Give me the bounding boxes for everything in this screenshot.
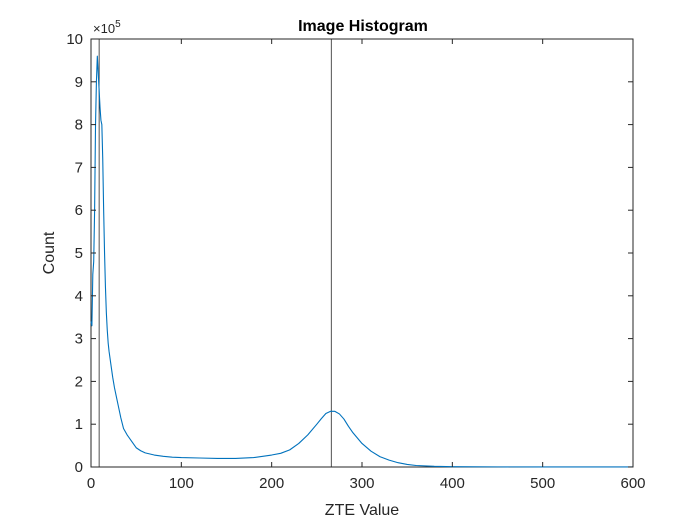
y-tick-label: 6 xyxy=(75,202,83,219)
x-tick-label: 0 xyxy=(87,475,95,492)
y-tick-label: 3 xyxy=(75,331,83,348)
x-tick-label: 100 xyxy=(169,475,194,492)
x-axis-label: ZTE Value xyxy=(325,502,400,519)
y-axis-label: Count xyxy=(41,231,58,274)
x-tick-label: 200 xyxy=(259,475,284,492)
y-axis-ticks: 0 1 2 3 4 5 6 7 8 9 10 xyxy=(66,31,633,476)
y-tick-label: 7 xyxy=(75,159,83,176)
x-tick-label: 400 xyxy=(440,475,465,492)
y-exponent-label: ×105 xyxy=(93,19,121,36)
y-tick-label: 5 xyxy=(75,245,83,262)
series-layer xyxy=(90,55,634,468)
y-tick-label: 8 xyxy=(75,117,83,134)
x-tick-label: 300 xyxy=(349,475,374,492)
reference-lines xyxy=(98,39,332,467)
y-tick-label: 2 xyxy=(75,373,83,390)
x-tick-label: 600 xyxy=(620,475,645,492)
y-tick-label: 9 xyxy=(75,74,83,91)
y-tick-label: 0 xyxy=(75,459,83,476)
y-tick-label: 10 xyxy=(66,31,83,48)
x-tick-label: 500 xyxy=(530,475,555,492)
chart-title: Image Histogram xyxy=(298,18,428,35)
x-axis-ticks: 0 100 200 300 400 500 600 xyxy=(87,39,646,492)
plot-area xyxy=(90,38,634,468)
y-tick-label: 4 xyxy=(75,288,83,305)
y-tick-label: 1 xyxy=(75,416,83,433)
histogram-series-line xyxy=(90,55,634,468)
